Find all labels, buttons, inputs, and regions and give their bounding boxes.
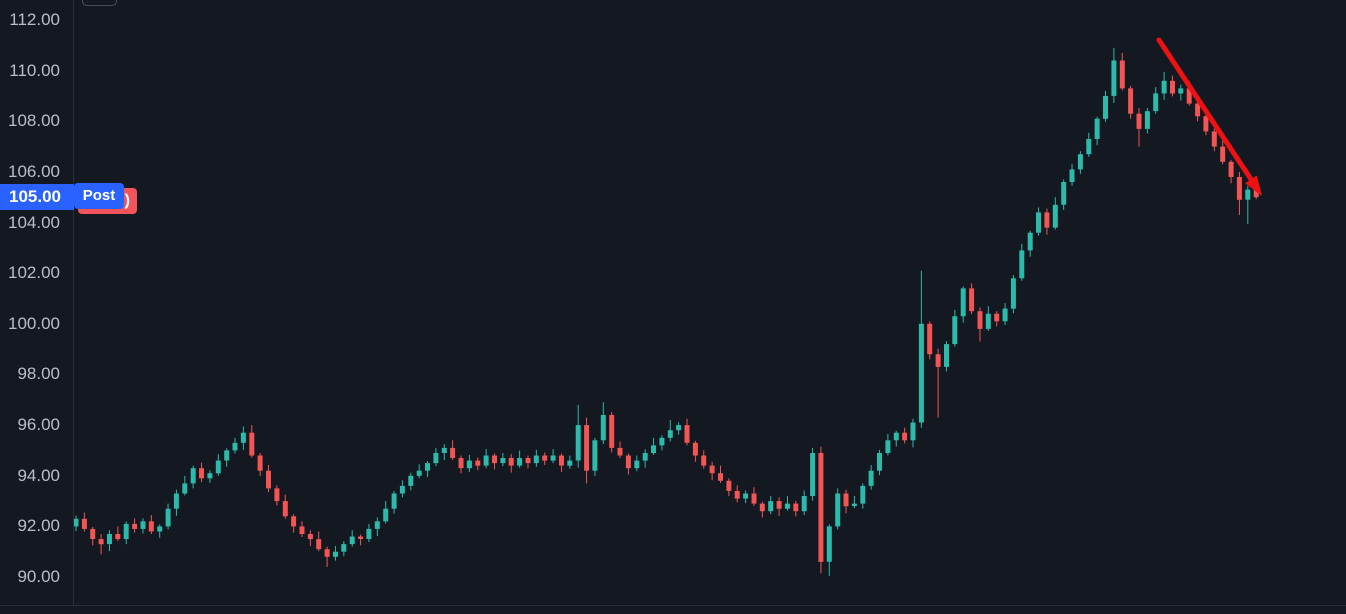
price-axis-label: 100.00 xyxy=(8,313,60,333)
sell-pill-text: ) xyxy=(124,192,130,209)
price-axis-label: 106.00 xyxy=(8,161,60,181)
price-axis-label: 104.00 xyxy=(8,212,60,232)
price-axis-label: 90.00 xyxy=(17,567,60,587)
price-axis-separator xyxy=(73,0,74,605)
price-axis-label: 102.00 xyxy=(8,263,60,283)
price-axis-label: 108.00 xyxy=(8,111,60,131)
price-axis[interactable]: 112.00 110.00 108.00 106.00 104.00 102.00 100.… xyxy=(0,0,73,605)
current-price-label: 105.00 xyxy=(0,184,74,210)
price-axis-label: 92.00 xyxy=(17,516,60,536)
price-axis-label: 96.00 xyxy=(17,415,60,435)
candlestick-series xyxy=(73,47,1259,576)
time-axis[interactable] xyxy=(0,606,1346,614)
price-axis-label: 94.00 xyxy=(17,465,60,485)
cropped-toolbar-button[interactable] xyxy=(82,0,117,6)
price-axis-label: 112.00 xyxy=(9,10,60,29)
price-axis-label: 98.00 xyxy=(17,364,60,384)
time-axis-separator xyxy=(0,605,1346,606)
price-axis-label: 110.00 xyxy=(9,60,60,80)
downtrend-arrow-annotation[interactable] xyxy=(1156,37,1262,196)
post-button[interactable]: Post xyxy=(74,183,124,209)
